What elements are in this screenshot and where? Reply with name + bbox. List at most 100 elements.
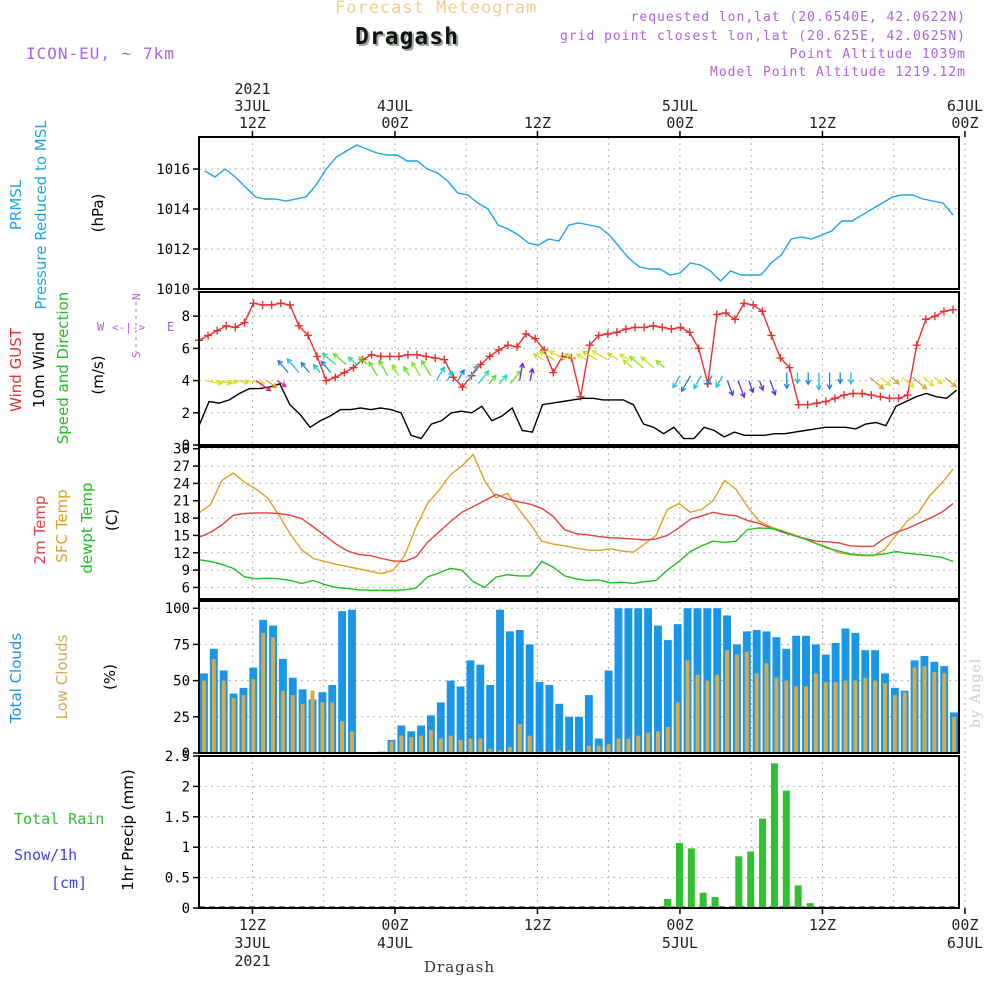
total-cloud-bar [348, 609, 356, 753]
total-cloud-bar [565, 716, 574, 753]
wind-direction-arrow [457, 368, 465, 381]
gust-marker [413, 350, 422, 359]
low-cloud-bar [468, 738, 473, 753]
low-cloud-bar [804, 686, 808, 753]
ytick-label: 8 [182, 309, 190, 325]
ytick-label: 0.5 [165, 871, 190, 887]
wind-direction-arrow [655, 359, 665, 369]
low-cloud-bar [201, 680, 206, 753]
low-cloud-bar [271, 637, 275, 753]
wind-direction-arrow [347, 356, 358, 365]
ytick-label: 2.5 [165, 749, 190, 765]
wind-direction-arrow [628, 355, 644, 369]
total-cloud-bar [663, 640, 672, 753]
total-cloud-bar [476, 664, 485, 753]
ytick-label: 15 [173, 528, 190, 544]
panel-frame-precipitation [198, 755, 960, 909]
wind-units: (m/s) [89, 355, 107, 394]
low-cloud-bar [833, 682, 838, 753]
gust-marker [667, 325, 676, 334]
gust-marker [494, 345, 503, 354]
gust-marker [385, 352, 394, 361]
low-cloud-bar [211, 658, 216, 753]
gust-marker [594, 331, 603, 340]
low-cloud-bar [863, 677, 868, 753]
gust-marker [721, 308, 730, 317]
gust-marker [585, 341, 594, 350]
gust-marker [640, 323, 649, 332]
pressure-units: (hPa) [89, 194, 107, 233]
low-cloud-bar [784, 680, 789, 753]
gust-marker [476, 360, 485, 369]
pressure-line [204, 144, 954, 282]
wind-direction-arrow [255, 380, 272, 392]
sfc-temp-label: SFC Temp [53, 489, 71, 562]
low-cloud-bar [655, 731, 660, 753]
wind-direction-arrow [368, 360, 378, 377]
gridpoint-coords: grid point closest lon,lat (20.625E, 42.… [559, 29, 966, 44]
low-cloud-bar [251, 679, 256, 753]
low-cloud-bar [567, 750, 572, 753]
gust-marker [603, 329, 612, 338]
ytick-label: 1 [182, 840, 190, 856]
low-cloud-bar [636, 735, 641, 753]
xtick-bottom-label: 12Z [239, 916, 266, 934]
gust-marker [794, 400, 803, 409]
rain-bar [675, 842, 683, 908]
gust-marker [685, 328, 694, 337]
low-cloud-bar [350, 731, 354, 753]
xtick-bottom-label: 5JUL [662, 934, 698, 952]
wind-direction-arrow [618, 353, 630, 361]
wind-direction-arrow [880, 376, 892, 387]
rain-bar [687, 848, 695, 908]
wind-direction-arrow [421, 359, 432, 377]
wind-label: 10m Wind [30, 332, 48, 408]
low-cloud-bar [823, 682, 828, 753]
gust-marker [367, 350, 376, 359]
wind-direction-arrow [672, 375, 681, 389]
ytick-label: 6 [182, 580, 190, 596]
wind-direction-arrow [715, 375, 724, 389]
gust-marker [812, 399, 821, 408]
gust-marker [621, 325, 630, 334]
xtick-bottom-label: 12Z [524, 916, 551, 934]
ytick-label: 1014 [156, 202, 190, 218]
low-cloud-bar [409, 737, 414, 753]
low-cloud-bar [458, 739, 463, 753]
xtick-bottom-label: 00Z [951, 916, 978, 934]
gust-marker [694, 344, 703, 353]
gust-marker [522, 329, 531, 338]
compass-e: E [167, 320, 174, 334]
wind-direction-arrow [266, 380, 278, 389]
wind-direction-arrow [901, 376, 915, 388]
ytick-label: 0 [182, 746, 190, 762]
wind-direction-arrow [403, 365, 410, 377]
gust-marker [749, 300, 758, 309]
gust-marker [531, 334, 540, 343]
low-cloud-bar [438, 738, 443, 753]
wind-direction-arrow [575, 353, 587, 361]
low-cloud-bar [221, 680, 226, 753]
xtick-top-label: 4JUL [377, 97, 413, 115]
total-cloud-bar [525, 644, 534, 753]
low-cloud-bar [892, 695, 897, 753]
gust-marker [712, 310, 721, 319]
wind-direction-arrow [847, 372, 854, 386]
pressure-label: PRMSL [7, 179, 25, 230]
panel-frame-pressure [198, 136, 960, 290]
gust-marker [549, 368, 558, 377]
gust-marker [294, 321, 303, 330]
dewpt-label: dewpt Temp [78, 482, 96, 573]
total-cloud-bar [624, 608, 633, 753]
gust-marker [921, 315, 930, 324]
clouds-units: (%) [101, 664, 119, 690]
low-cloud-bar [300, 703, 305, 753]
gust-marker [767, 331, 776, 340]
gust-marker [440, 355, 449, 364]
total-cloud-bar [515, 629, 524, 753]
ytick-label: 75 [173, 637, 190, 653]
gust-marker [803, 400, 812, 409]
ytick-label: 18 [173, 511, 190, 527]
low-cloud-bar [606, 744, 611, 753]
wind-direction-arrow [528, 367, 535, 381]
